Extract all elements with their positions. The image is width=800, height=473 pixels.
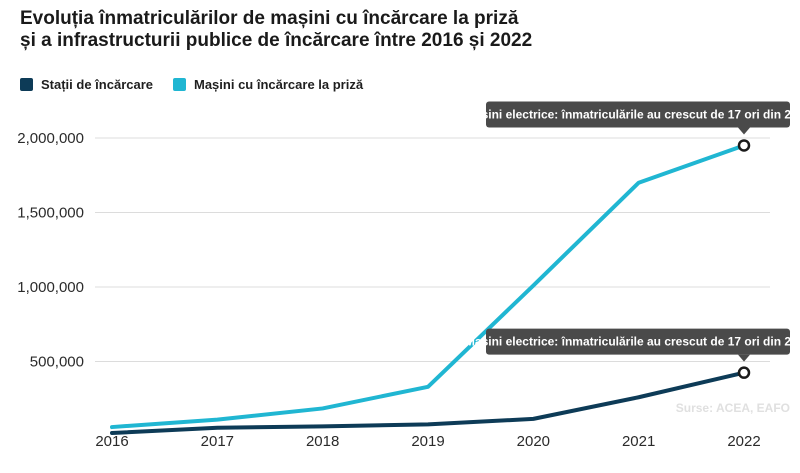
annotation-text: Mașini electrice: înmatriculările au cre…	[465, 107, 800, 121]
annotation-tooltip: Mașini electrice: înmatriculările au cre…	[465, 101, 800, 135]
x-tick-label: 2021	[622, 433, 655, 450]
annotation-marker	[737, 366, 751, 379]
legend-swatch-stations	[20, 78, 33, 91]
annotation-pointer	[738, 354, 750, 362]
chart-title: Evoluția înmatriculărilor de mașini cu î…	[20, 8, 532, 52]
y-tick-label: 2,000,000	[17, 130, 84, 147]
annotation-tooltip: Mașini electrice: înmatriculările au cre…	[465, 328, 800, 362]
x-tick-label: 2019	[411, 433, 444, 450]
source-note: Surse: ACEA, EAFO	[676, 401, 790, 415]
chart-legend: Stații de încărcare Mașini cu încărcare …	[20, 77, 383, 92]
series-line-stations	[110, 370, 746, 436]
legend-item-stations[interactable]: Stații de încărcare	[20, 77, 153, 92]
x-tick-label: 2017	[201, 433, 234, 450]
annotation-text: Mașini electrice: înmatriculările au cre…	[465, 335, 800, 349]
annotation-pointer	[738, 127, 750, 135]
legend-swatch-cars	[173, 78, 186, 91]
annotation-box	[486, 101, 790, 128]
legend-label-cars: Mașini cu încărcare la priză	[194, 77, 364, 92]
x-tick-label: 2016	[95, 433, 128, 450]
legend-item-cars[interactable]: Mașini cu încărcare la priză	[173, 77, 363, 92]
series-line-cars	[110, 143, 746, 430]
y-tick-label: 1,000,000	[17, 279, 84, 296]
annotation-box	[486, 328, 790, 355]
chart-title-line-2: și a infrastructurii publice de încărcar…	[20, 30, 533, 51]
annotation-marker	[737, 139, 751, 152]
x-tick-label: 2018	[306, 433, 339, 450]
y-tick-label: 500,000	[30, 354, 84, 371]
x-tick-label: 2020	[517, 433, 550, 450]
legend-label-stations: Stații de încărcare	[41, 77, 153, 92]
x-tick-label: 2022	[727, 433, 760, 450]
y-tick-label: 1,500,000	[17, 205, 84, 222]
chart-title-line-1: Evoluția înmatriculărilor de mașini cu î…	[20, 8, 519, 29]
